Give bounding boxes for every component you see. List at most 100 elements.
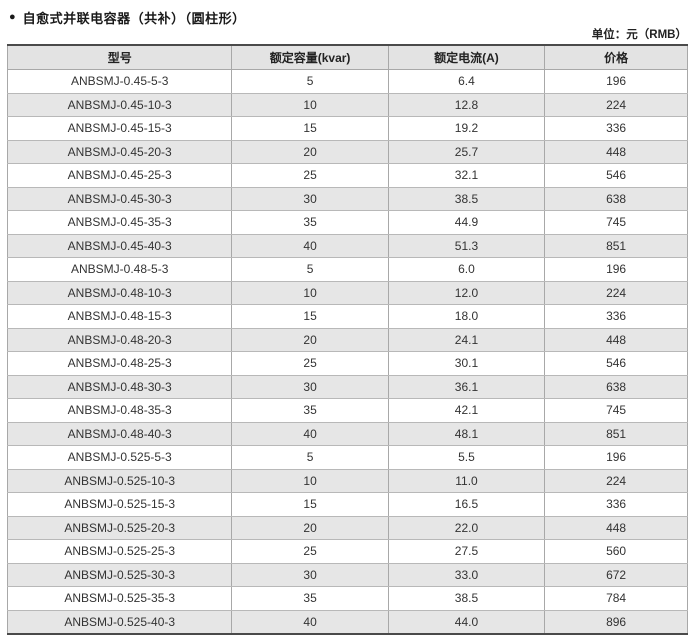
price-cell: 546 (544, 351, 688, 376)
price-cell: 851 (544, 421, 688, 446)
current-cell: 11.0 (387, 468, 546, 493)
price-cell: 638 (544, 186, 688, 211)
table-row: ANBSMJ-0.45-25-3 25 32.1 546 (6, 163, 688, 188)
price-cell: 448 (544, 515, 688, 540)
section-title-row: ● 自愈式并联电容器（共补）（圆柱形） (9, 8, 688, 26)
capacity-cell: 25 (231, 539, 389, 564)
price-cell: 546 (544, 163, 688, 188)
model-cell: ANBSMJ-0.48-25-3 (6, 351, 233, 376)
current-cell: 36.1 (387, 374, 546, 399)
model-cell: ANBSMJ-0.48-20-3 (6, 327, 233, 352)
table-row: ANBSMJ-0.525-40-3 40 44.0 896 (6, 609, 688, 635)
model-cell: ANBSMJ-0.45-25-3 (6, 163, 233, 188)
current-cell: 33.0 (387, 562, 546, 587)
price-cell: 638 (544, 374, 688, 399)
capacity-cell: 5 (231, 257, 389, 282)
model-cell: ANBSMJ-0.45-20-3 (6, 139, 233, 164)
price-cell: 896 (544, 609, 688, 635)
header-capacity: 额定容量(kvar) (231, 44, 389, 70)
model-cell: ANBSMJ-0.48-30-3 (6, 374, 233, 399)
capacity-cell: 15 (231, 492, 389, 517)
capacity-cell: 35 (231, 586, 389, 611)
table-row: ANBSMJ-0.48-10-3 10 12.0 224 (6, 280, 688, 305)
current-cell: 6.4 (387, 69, 546, 94)
table-row: ANBSMJ-0.48-40-3 40 48.1 851 (6, 421, 688, 446)
unit-note: 单位：元（RMB） (591, 29, 687, 41)
price-cell: 224 (544, 468, 688, 493)
table-row: ANBSMJ-0.525-30-3 30 33.0 672 (6, 562, 688, 587)
price-cell: 196 (544, 445, 688, 470)
current-cell: 16.5 (387, 492, 546, 517)
model-cell: ANBSMJ-0.525-20-3 (6, 515, 233, 540)
capacity-cell: 10 (231, 280, 389, 305)
table-body: ANBSMJ-0.45-5-3 5 6.4 196 ANBSMJ-0.45-10-3 10… (6, 69, 688, 635)
current-cell: 51.3 (387, 233, 546, 258)
model-cell: ANBSMJ-0.525-15-3 (6, 492, 233, 517)
header-row: 型号 额定容量(kvar) 额定电流(A) 价格 (6, 44, 688, 70)
model-cell: ANBSMJ-0.525-10-3 (6, 468, 233, 493)
price-cell: 336 (544, 492, 688, 517)
table-row: ANBSMJ-0.525-20-3 20 22.0 448 (6, 515, 688, 540)
model-cell: ANBSMJ-0.45-40-3 (6, 233, 233, 258)
price-cell: 745 (544, 398, 688, 423)
capacity-cell: 5 (231, 445, 389, 470)
table-row: ANBSMJ-0.45-10-3 10 12.8 224 (6, 92, 688, 117)
model-cell: ANBSMJ-0.525-25-3 (6, 539, 233, 564)
table-row: ANBSMJ-0.525-5-3 5 5.5 196 (6, 445, 688, 470)
capacity-cell: 35 (231, 398, 389, 423)
current-cell: 42.1 (387, 398, 546, 423)
capacity-cell: 25 (231, 163, 389, 188)
current-cell: 38.5 (387, 186, 546, 211)
capacity-cell: 35 (231, 210, 389, 235)
model-cell: ANBSMJ-0.48-35-3 (6, 398, 233, 423)
price-cell: 560 (544, 539, 688, 564)
capacity-cell: 40 (231, 233, 389, 258)
table-row: ANBSMJ-0.45-20-3 20 25.7 448 (6, 139, 688, 164)
current-cell: 44.9 (387, 210, 546, 235)
price-cell: 224 (544, 92, 688, 117)
price-cell: 672 (544, 562, 688, 587)
current-cell: 24.1 (387, 327, 546, 352)
price-cell: 448 (544, 139, 688, 164)
capacity-cell: 15 (231, 116, 389, 141)
bullet-icon: ● (9, 10, 16, 23)
model-cell: ANBSMJ-0.48-40-3 (6, 421, 233, 446)
model-cell: ANBSMJ-0.45-10-3 (6, 92, 233, 117)
current-cell: 30.1 (387, 351, 546, 376)
header-price: 价格 (544, 44, 688, 70)
model-cell: ANBSMJ-0.48-15-3 (6, 304, 233, 329)
current-cell: 12.0 (387, 280, 546, 305)
model-cell: ANBSMJ-0.45-5-3 (6, 69, 233, 94)
table-row: ANBSMJ-0.525-15-3 15 16.5 336 (6, 492, 688, 517)
price-cell: 784 (544, 586, 688, 611)
capacity-cell: 15 (231, 304, 389, 329)
table-row: ANBSMJ-0.45-15-3 15 19.2 336 (6, 116, 688, 141)
price-table: 型号 额定容量(kvar) 额定电流(A) 价格 ANBSMJ-0.45-5-3… (6, 44, 688, 635)
price-cell: 745 (544, 210, 688, 235)
model-cell: ANBSMJ-0.525-5-3 (6, 445, 233, 470)
capacity-cell: 20 (231, 139, 389, 164)
current-cell: 32.1 (387, 163, 546, 188)
current-cell: 5.5 (387, 445, 546, 470)
capacity-cell: 20 (231, 327, 389, 352)
model-cell: ANBSMJ-0.45-15-3 (6, 116, 233, 141)
model-cell: ANBSMJ-0.45-30-3 (6, 186, 233, 211)
section-title: 自愈式并联电容器（共补）（圆柱形） (22, 10, 246, 26)
table-row: ANBSMJ-0.48-20-3 20 24.1 448 (6, 327, 688, 352)
table-row: ANBSMJ-0.45-40-3 40 51.3 851 (6, 233, 688, 258)
capacity-cell: 25 (231, 351, 389, 376)
capacity-cell: 30 (231, 374, 389, 399)
table-row: ANBSMJ-0.48-25-3 25 30.1 546 (6, 351, 688, 376)
model-cell: ANBSMJ-0.525-40-3 (6, 609, 233, 635)
table-row: ANBSMJ-0.48-15-3 15 18.0 336 (6, 304, 688, 329)
table-row: ANBSMJ-0.48-35-3 35 42.1 745 (6, 398, 688, 423)
table-row: ANBSMJ-0.45-35-3 35 44.9 745 (6, 210, 688, 235)
table-row: ANBSMJ-0.525-10-3 10 11.0 224 (6, 468, 688, 493)
capacity-cell: 10 (231, 468, 389, 493)
table-row: ANBSMJ-0.45-30-3 30 38.5 638 (6, 186, 688, 211)
model-cell: ANBSMJ-0.45-35-3 (6, 210, 233, 235)
current-cell: 12.8 (387, 92, 546, 117)
current-cell: 38.5 (387, 586, 546, 611)
price-cell: 336 (544, 116, 688, 141)
